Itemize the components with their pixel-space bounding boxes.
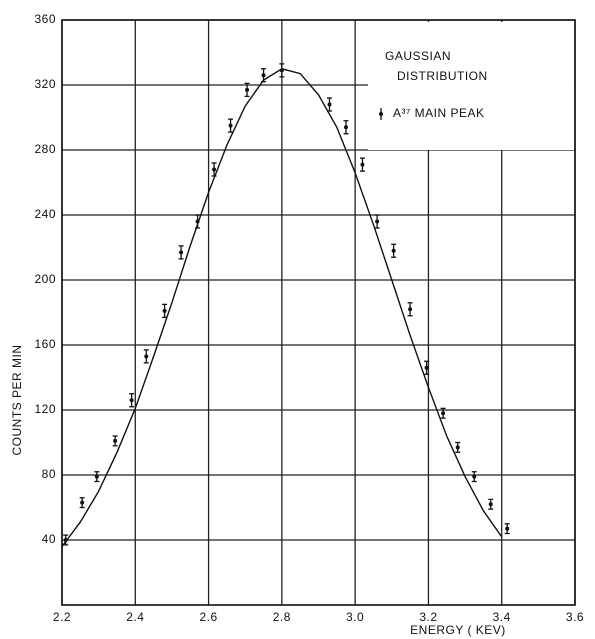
data-point xyxy=(505,526,510,531)
error-bar xyxy=(244,82,250,98)
y-tick-label: 360 xyxy=(34,12,56,26)
error-bar xyxy=(261,68,267,83)
error-bar xyxy=(359,157,365,172)
data-point xyxy=(162,308,167,313)
y-tick-label: 40 xyxy=(42,532,56,546)
error-bar xyxy=(343,120,349,135)
data-point xyxy=(424,365,429,370)
data-point xyxy=(80,500,85,505)
data-point xyxy=(63,538,68,542)
data-point xyxy=(195,219,200,224)
x-tick-label: 2.4 xyxy=(126,610,144,624)
error-bar xyxy=(143,349,149,364)
error-bar xyxy=(471,471,477,483)
error-bar xyxy=(94,471,100,483)
error-bar xyxy=(504,523,510,535)
error-bar xyxy=(455,441,461,453)
legend-label: A³⁷ MAIN PEAK xyxy=(393,106,485,120)
data-point xyxy=(391,248,396,253)
x-tick-label: 2.8 xyxy=(273,610,291,624)
error-bar xyxy=(391,243,397,258)
data-point xyxy=(472,474,477,479)
data-point xyxy=(375,219,380,224)
data-point xyxy=(408,307,413,312)
error-bar xyxy=(211,162,217,177)
data-point xyxy=(113,438,118,443)
error-bar xyxy=(112,435,118,447)
data-point xyxy=(261,73,266,78)
data-point xyxy=(129,398,134,403)
data-point xyxy=(279,68,284,73)
legend-label-line: GAUSSIAN xyxy=(385,49,451,63)
plot-frame xyxy=(61,19,576,606)
y-tick-label: 280 xyxy=(34,142,56,156)
error-bar xyxy=(129,393,135,408)
y-axis-label: COUNTS PER MIN xyxy=(10,344,24,455)
data-point xyxy=(488,502,493,507)
data-point xyxy=(455,445,460,450)
error-bar xyxy=(178,245,184,260)
error-bar xyxy=(407,302,413,317)
data-point xyxy=(144,354,149,359)
y-tick-label: 160 xyxy=(34,337,56,351)
error-bar xyxy=(279,63,285,78)
data-point xyxy=(327,102,332,107)
data-point xyxy=(212,167,217,172)
x-axis-label: ENERGY ( KEV) xyxy=(410,623,506,637)
data-point xyxy=(179,250,184,255)
error-bar xyxy=(424,360,430,375)
error-bar xyxy=(440,407,446,419)
y-tick-label: 240 xyxy=(34,207,56,221)
data-point xyxy=(343,125,348,130)
y-tick-label: 200 xyxy=(34,272,56,286)
data-point xyxy=(441,411,446,416)
data-point xyxy=(94,474,99,479)
x-tick-label: 3.6 xyxy=(566,610,584,624)
legend-box xyxy=(368,22,574,150)
error-bar xyxy=(162,303,168,319)
y-tick-label: 120 xyxy=(34,402,56,416)
x-tick-label: 3.4 xyxy=(493,610,511,624)
error-bar xyxy=(79,497,85,509)
data-point xyxy=(360,162,365,167)
x-tick-label: 3.0 xyxy=(346,610,364,624)
error-bar xyxy=(326,97,332,112)
x-tick-label: 3.2 xyxy=(419,610,437,624)
legend-label-line: DISTRIBUTION xyxy=(397,69,488,83)
legend-marker-dot xyxy=(379,112,383,116)
x-tick-label: 2.2 xyxy=(53,610,71,624)
data-point xyxy=(245,87,250,92)
error-bar xyxy=(374,214,380,229)
data-point xyxy=(228,123,233,128)
legend-label: GAUSSIAN DISTRIBUTION xyxy=(385,49,488,83)
x-tick-label: 2.6 xyxy=(199,610,217,624)
error-bar xyxy=(63,534,69,546)
y-tick-label: 80 xyxy=(42,467,56,481)
error-bar xyxy=(228,118,234,133)
y-tick-label: 320 xyxy=(34,77,56,91)
error-bar xyxy=(195,214,201,229)
error-bar xyxy=(488,498,494,510)
